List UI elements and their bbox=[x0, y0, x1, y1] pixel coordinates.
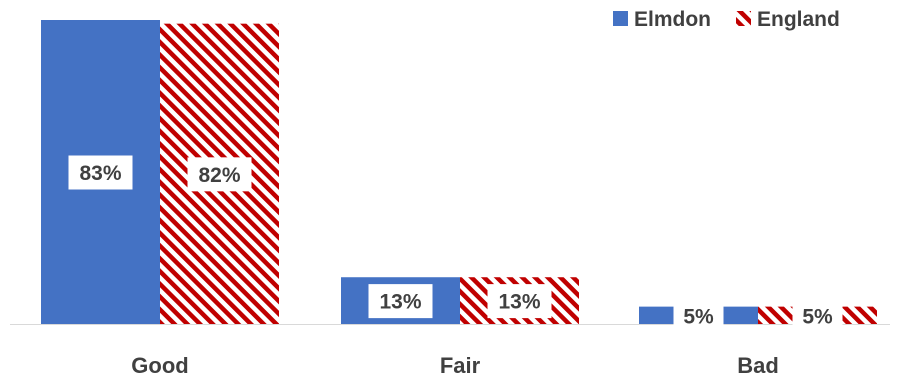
data-label-elmdon-bad: 5% bbox=[673, 298, 724, 333]
legend-item-elmdon: Elmdon bbox=[613, 8, 711, 31]
data-label-value: 82% bbox=[198, 164, 240, 187]
category-label-bad: Bad bbox=[737, 353, 779, 378]
data-label-england-bad: 5% bbox=[792, 298, 843, 333]
data-label-box bbox=[368, 284, 433, 319]
legend-swatch-england bbox=[736, 11, 751, 26]
category-labels-group: Good Fair Bad bbox=[131, 353, 779, 378]
data-label-england-fair: 13% bbox=[487, 284, 552, 319]
data-labels-group: 83% 82% 13% 13% 5% 5% bbox=[68, 155, 843, 333]
legend-label-england: England bbox=[757, 8, 840, 31]
chart-legend: Elmdon England bbox=[613, 8, 840, 31]
data-label-value: 83% bbox=[79, 162, 121, 185]
legend-item-england: England bbox=[736, 8, 840, 31]
data-label-value: 5% bbox=[683, 305, 714, 328]
data-label-box bbox=[187, 157, 252, 192]
category-label-fair: Fair bbox=[440, 353, 481, 378]
data-label-value: 13% bbox=[379, 291, 421, 314]
legend-swatch-elmdon bbox=[613, 11, 628, 26]
data-label-box bbox=[68, 155, 133, 190]
data-label-box bbox=[673, 298, 724, 333]
data-label-elmdon-good: 83% bbox=[68, 155, 133, 190]
data-label-england-good: 82% bbox=[187, 157, 252, 192]
bars-group bbox=[41, 20, 877, 326]
data-label-value: 5% bbox=[802, 305, 833, 328]
data-label-elmdon-fair: 13% bbox=[368, 284, 433, 319]
data-label-box bbox=[792, 298, 843, 333]
legend-label-elmdon: Elmdon bbox=[634, 8, 711, 31]
data-label-value: 13% bbox=[498, 291, 540, 314]
category-label-good: Good bbox=[131, 353, 188, 378]
data-label-box bbox=[487, 284, 552, 319]
